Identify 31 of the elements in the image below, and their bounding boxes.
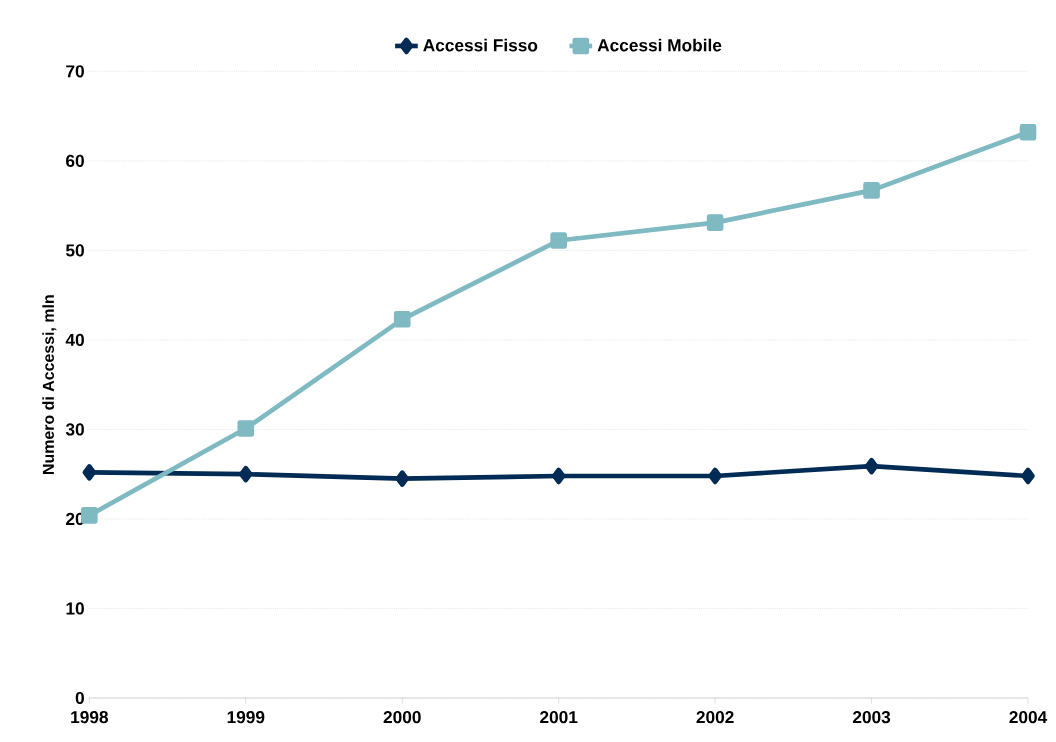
y-tick-label: 30 xyxy=(65,423,84,436)
point xyxy=(551,467,566,485)
y-tick-label: 50 xyxy=(65,244,84,257)
x-tick-label: 2002 xyxy=(696,711,734,724)
x-tick-label: 2003 xyxy=(852,711,891,724)
point xyxy=(395,470,410,487)
y-axis-title: Numero di Accessi, mln xyxy=(42,295,57,474)
legend-label: Accessi Mobile xyxy=(597,38,722,52)
x-tick-label: 2001 xyxy=(540,711,578,724)
y-tick-label: 10 xyxy=(66,602,84,615)
x-tick-label: 1999 xyxy=(227,711,265,724)
point xyxy=(864,457,879,475)
point xyxy=(550,232,567,249)
x-tick-label: 1998 xyxy=(71,711,109,724)
y-tick-label: 0 xyxy=(75,691,84,705)
y-tick-label: 70 xyxy=(66,65,84,78)
point xyxy=(1021,467,1035,485)
point xyxy=(237,420,255,437)
y-tick-label: 60 xyxy=(66,154,84,167)
point xyxy=(863,182,880,199)
point xyxy=(81,507,98,524)
point xyxy=(706,214,724,231)
legend-label: Accessi Fisso xyxy=(423,38,538,52)
point xyxy=(238,465,253,483)
point xyxy=(82,464,97,481)
point xyxy=(393,311,411,328)
x-tick-label: 2004 xyxy=(1009,711,1048,724)
y-tick-label: 40 xyxy=(65,333,84,347)
point xyxy=(1019,123,1037,141)
x-tick-label: 2000 xyxy=(383,711,421,724)
point xyxy=(708,467,722,485)
